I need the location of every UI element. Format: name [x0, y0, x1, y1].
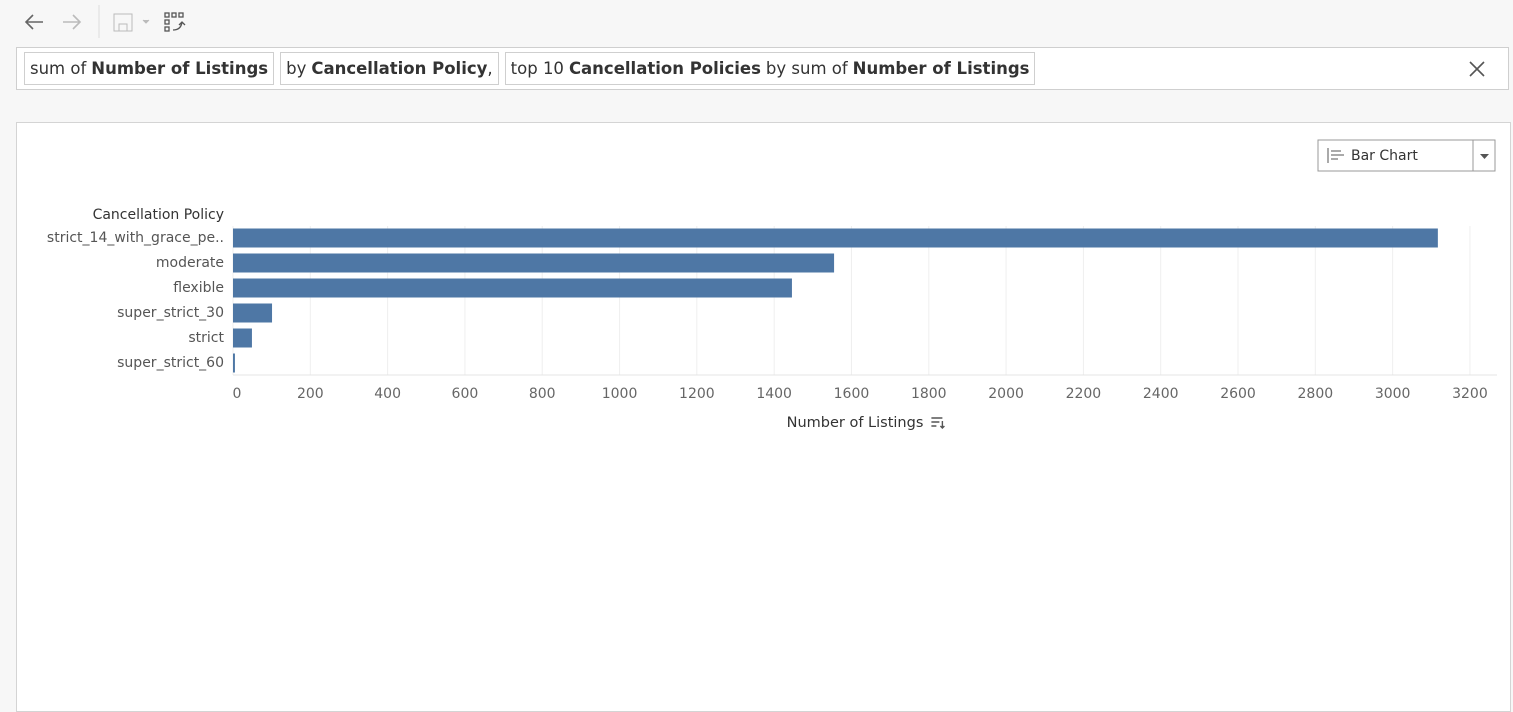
x-tick-label: 2200 [1066, 386, 1102, 402]
x-tick-label: 3200 [1452, 386, 1488, 402]
chart-type-dropdown[interactable]: Bar Chart [1317, 139, 1496, 172]
y-tick-label: strict [188, 330, 224, 346]
sort-button[interactable] [931, 417, 945, 429]
dropdown-label: Bar Chart [1351, 148, 1418, 164]
pill-text: by sum of [765, 59, 848, 78]
x-tick-label: 200 [297, 386, 324, 402]
y-tick-label: moderate [156, 255, 224, 271]
dropdown-arrow [1480, 154, 1489, 159]
category-axis-title: Cancellation Policy [93, 207, 224, 223]
forward-button[interactable] [63, 14, 82, 30]
x-tick-label: 2600 [1220, 386, 1256, 402]
x-tick-label: 800 [529, 386, 556, 402]
pill-text: Cancellation Policies [568, 59, 761, 78]
bar [233, 228, 1438, 248]
pill-text: sum of [30, 59, 87, 78]
pill-text: , [487, 59, 493, 78]
x-tick-label: 3000 [1375, 386, 1411, 402]
bar [233, 353, 235, 373]
back-button[interactable] [24, 14, 43, 30]
search-bar[interactable]: sum of Number of Listings by Cancellation P… [16, 47, 1509, 90]
bar [233, 278, 792, 298]
swap-button[interactable] [164, 12, 186, 32]
x-tick-label: 1000 [602, 386, 638, 402]
pill-text: by [286, 59, 307, 78]
value-axis-title: Number of Listings [787, 415, 924, 431]
x-tick-label: 2400 [1143, 386, 1179, 402]
x-tick-label: 2000 [988, 386, 1024, 402]
bar [233, 303, 273, 323]
x-tick-label: 0 [233, 386, 242, 402]
toolbar [24, 5, 186, 38]
query-pill[interactable]: top 10 Cancellation Policies by sum of Numb… [504, 52, 1036, 85]
bar-icon [1327, 148, 1344, 163]
pill-text: Number of Listings [91, 59, 269, 78]
query-pill[interactable]: by Cancellation Policy, [280, 52, 499, 85]
x-tick-label: 1600 [834, 386, 870, 402]
dropdown-box [1317, 139, 1496, 172]
pill-text: top 10 [510, 59, 564, 78]
chart-panel: Bar Chart Cancellation Policy Number of … [16, 122, 1511, 712]
bar [233, 253, 835, 273]
x-tick-label: 400 [374, 386, 401, 402]
query-pill[interactable]: sum of Number of Listings [24, 52, 275, 85]
x-tick-label: 1800 [911, 386, 947, 402]
pill-text: Cancellation Policy [311, 59, 488, 78]
bar [233, 328, 252, 348]
y-tick-label: super_strict_30 [117, 305, 224, 321]
pill-text: Number of Listings [852, 59, 1030, 78]
y-tick-label: flexible [173, 280, 224, 296]
clear-button[interactable] [1469, 61, 1485, 77]
y-tick-label: strict_14_with_grace_pe.. [47, 230, 224, 246]
y-tick-label: super_strict_60 [117, 355, 224, 371]
chart: Bar Chart Cancellation Policy Number of … [47, 139, 1497, 431]
x-tick-label: 600 [452, 386, 479, 402]
save-button[interactable] [113, 13, 150, 32]
x-tick-label: 1400 [756, 386, 792, 402]
x-tick-label: 2800 [1298, 386, 1334, 402]
x-tick-label: 1200 [679, 386, 715, 402]
